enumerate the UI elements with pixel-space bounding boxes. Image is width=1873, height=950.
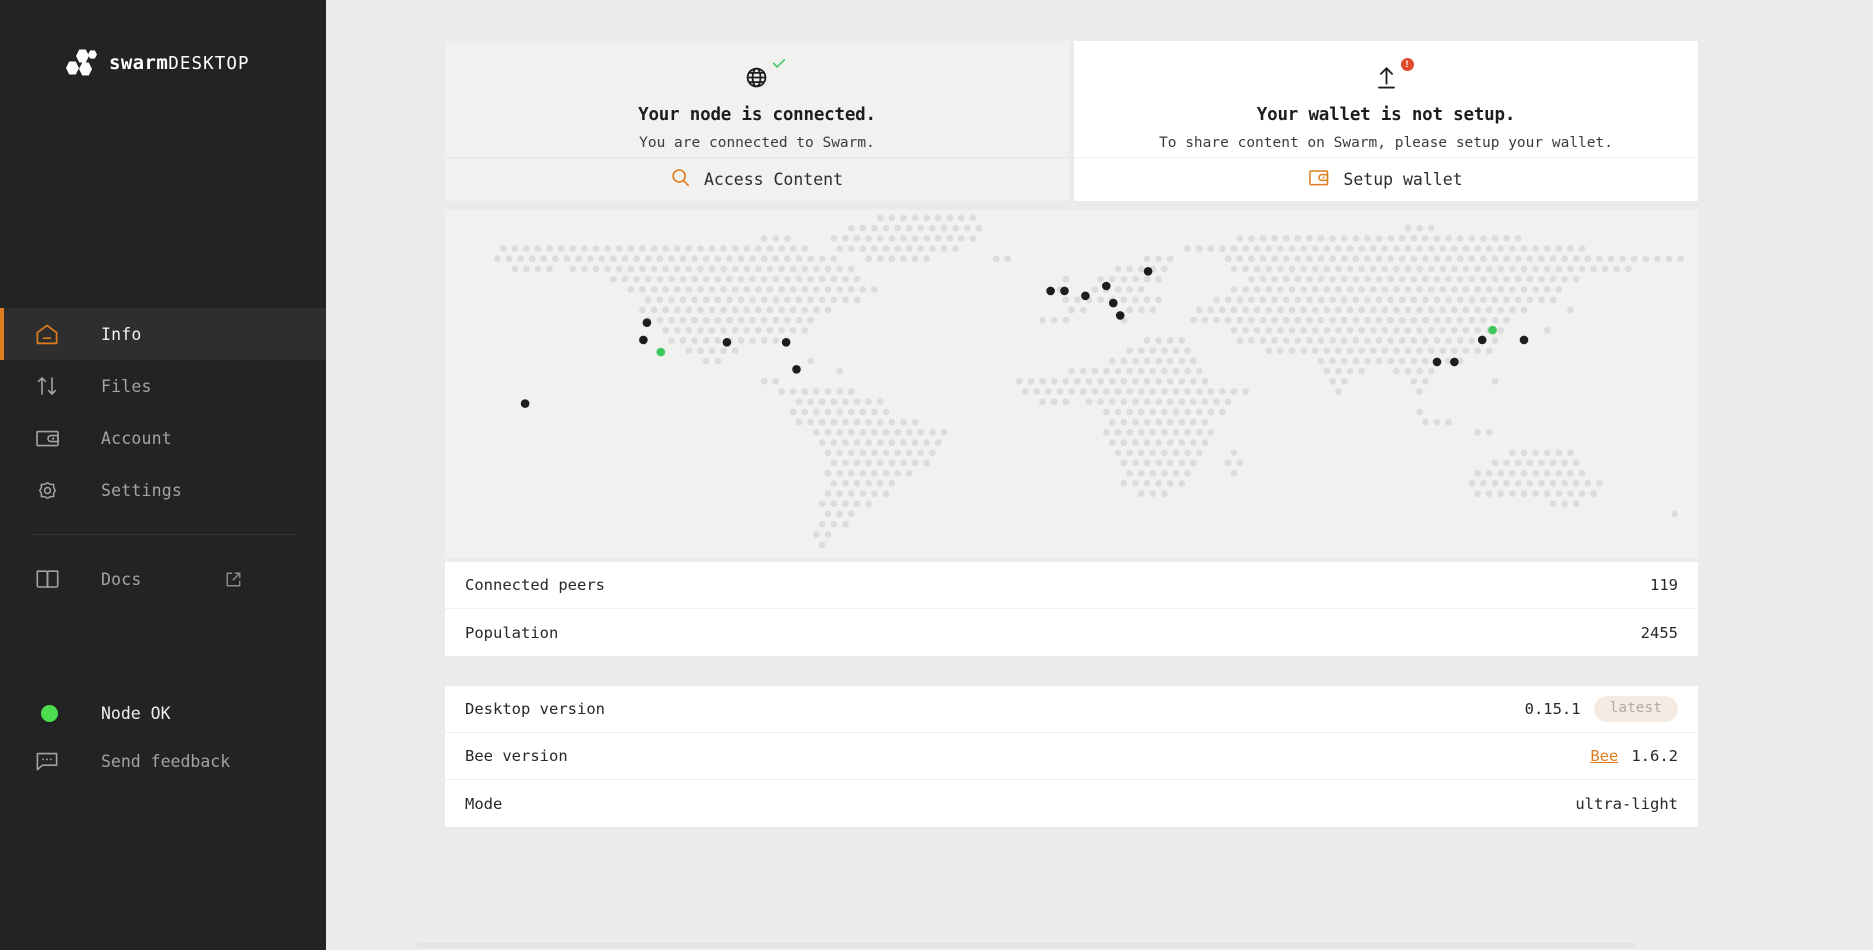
sidebar-item-files[interactable]: Files bbox=[0, 360, 326, 412]
home-icon bbox=[34, 321, 60, 347]
sidebar-item-info[interactable]: Info bbox=[0, 308, 326, 360]
external-link-icon[interactable] bbox=[225, 571, 242, 588]
bee-link[interactable]: Bee bbox=[1590, 747, 1619, 765]
wallet-card-body: ! Your wallet is not setup. To share con… bbox=[1074, 41, 1698, 157]
warning-badge: ! bbox=[1400, 58, 1414, 71]
send-feedback-label: Send feedback bbox=[101, 751, 231, 771]
book-icon bbox=[34, 566, 60, 592]
gear-icon bbox=[34, 477, 60, 503]
node-status-label: Node OK bbox=[101, 703, 171, 723]
upload-icon: ! bbox=[1373, 58, 1414, 94]
table-row: Bee version Bee 1.6.2 bbox=[445, 733, 1698, 780]
swarm-hexagon-logo-icon bbox=[66, 49, 97, 76]
horizontal-scrollbar[interactable] bbox=[416, 943, 1636, 948]
access-content-button[interactable]: Access Content bbox=[445, 157, 1069, 201]
search-icon bbox=[671, 168, 690, 191]
status-badge: latest bbox=[1593, 696, 1678, 722]
version-info-list: Desktop version 0.15.1 latest Bee versio… bbox=[445, 686, 1698, 827]
stat-value: 2455 bbox=[1640, 623, 1678, 642]
send-feedback-button[interactable]: Send feedback bbox=[0, 737, 326, 785]
node-card-title: Your node is connected. bbox=[638, 105, 876, 125]
globe-icon bbox=[743, 59, 785, 94]
network-stats-list: Connected peers 119 Population 2455 bbox=[445, 562, 1698, 656]
sidebar-item-label: Account bbox=[101, 428, 172, 448]
table-row: Desktop version 0.15.1 latest bbox=[445, 686, 1698, 733]
mode-label: Mode bbox=[465, 794, 503, 813]
stat-label: Population bbox=[465, 623, 559, 642]
bee-version-value: 1.6.2 bbox=[1631, 747, 1678, 765]
node-card-body: Your node is connected. You are connecte… bbox=[445, 41, 1069, 157]
sidebar-divider bbox=[30, 534, 296, 535]
brand-name: swarm bbox=[109, 51, 169, 74]
setup-wallet-label: Setup wallet bbox=[1343, 170, 1463, 189]
mode-value: ultra-light bbox=[1575, 794, 1678, 813]
wallet-icon bbox=[34, 425, 60, 451]
brand-logo: swarmDESKTOP bbox=[0, 0, 326, 125]
wallet-card-title: Your wallet is not setup. bbox=[1256, 105, 1516, 125]
version-label: Desktop version bbox=[465, 700, 605, 718]
status-cards: Your node is connected. You are connecte… bbox=[445, 41, 1698, 201]
sidebar-item-label: Settings bbox=[101, 480, 183, 500]
table-row: Mode ultra-light bbox=[445, 780, 1698, 827]
stat-label: Connected peers bbox=[465, 576, 605, 594]
main-content: Your node is connected. You are connecte… bbox=[326, 0, 1873, 950]
sidebar-item-label: Docs bbox=[101, 569, 142, 589]
world-map-dots bbox=[494, 214, 1684, 549]
brand-text: swarmDESKTOP bbox=[109, 52, 250, 74]
sidebar-nav: Info Files bbox=[0, 308, 326, 605]
wallet-icon bbox=[1309, 169, 1329, 191]
sidebar-item-label: Files bbox=[101, 376, 152, 396]
brand-product: DESKTOP bbox=[168, 53, 250, 74]
peer-world-map[interactable] bbox=[445, 210, 1698, 558]
sidebar-item-docs[interactable]: Docs bbox=[0, 553, 326, 605]
version-label: Bee version bbox=[465, 747, 568, 765]
sidebar-item-settings[interactable]: Settings bbox=[0, 464, 326, 516]
node-card-subtitle: You are connected to Swarm. bbox=[639, 135, 875, 151]
table-row: Population 2455 bbox=[445, 609, 1698, 656]
wallet-card-subtitle: To share content on Swarm, please setup … bbox=[1159, 135, 1613, 151]
sidebar-item-account[interactable]: Account bbox=[0, 412, 326, 464]
sidebar-item-label: Info bbox=[101, 324, 142, 344]
wallet-status-card: ! Your wallet is not setup. To share con… bbox=[1074, 41, 1698, 201]
table-row: Connected peers 119 bbox=[445, 562, 1698, 609]
node-status-card: Your node is connected. You are connecte… bbox=[445, 41, 1069, 201]
setup-wallet-button[interactable]: Setup wallet bbox=[1074, 157, 1698, 201]
sidebar: swarmDESKTOP Info bbox=[0, 0, 326, 950]
status-dot-icon bbox=[34, 700, 60, 726]
node-status: Node OK bbox=[0, 689, 326, 737]
stat-value: 119 bbox=[1650, 576, 1678, 594]
sidebar-footer: Node OK Send feedback bbox=[0, 689, 326, 950]
check-icon bbox=[772, 59, 785, 68]
desktop-version-value: 0.15.1 bbox=[1524, 700, 1581, 718]
chat-icon bbox=[34, 748, 60, 774]
transfer-icon bbox=[34, 373, 60, 399]
access-content-label: Access Content bbox=[703, 170, 844, 189]
